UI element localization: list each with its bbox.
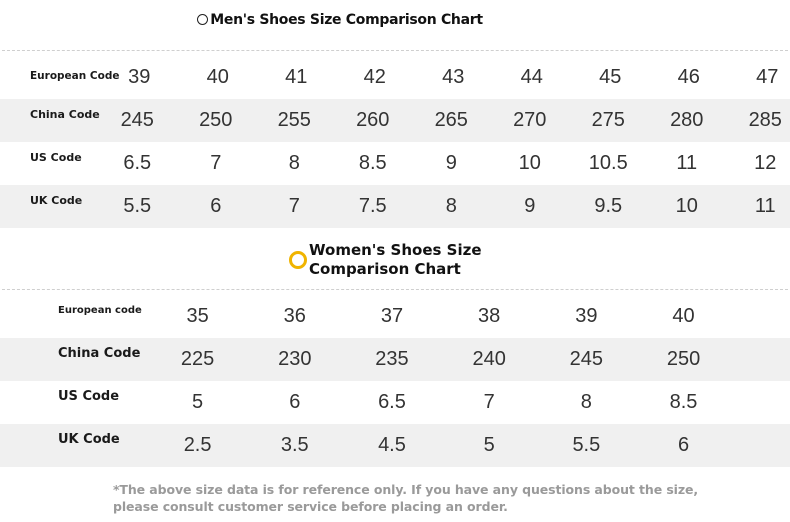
table-cell: 6 xyxy=(677,434,690,456)
table-cell: 39 xyxy=(128,66,151,88)
row-label: China Code xyxy=(30,107,100,121)
table-cell: 5.5 xyxy=(572,434,601,456)
table-cell: 240 xyxy=(472,348,506,370)
table-cell: 11 xyxy=(676,152,698,174)
table-cell: 250 xyxy=(666,348,701,370)
row-label: UK Code xyxy=(58,431,120,447)
table-cell: 6.5 xyxy=(378,391,406,413)
table-row-china: China Code 245 250 255 260 265 270 275 2… xyxy=(0,99,790,142)
table-cell: 9 xyxy=(524,195,536,217)
table-cell: 6 xyxy=(210,195,222,217)
table-cell: 250 xyxy=(199,109,233,131)
table-cell: 245 xyxy=(569,348,604,370)
table-cell: 7 xyxy=(483,391,495,413)
table-cell: 5 xyxy=(483,434,495,456)
table-cell: 10 xyxy=(518,152,541,174)
row-values: 245 250 255 260 265 270 275 280 285 xyxy=(98,109,790,132)
footnote-line1: *The above size data is for reference on… xyxy=(113,482,699,497)
table-cell: 43 xyxy=(442,66,465,88)
men-size-table: European Code 39 40 41 42 43 44 45 46 47… xyxy=(0,56,790,228)
row-values: 39 40 41 42 43 44 45 46 47 xyxy=(100,66,790,89)
table-cell: 47 xyxy=(756,66,779,88)
table-row-us: US Code 5 6 6.5 7 8 8.5 xyxy=(0,381,790,424)
table-cell: 270 xyxy=(513,109,547,131)
table-cell: 265 xyxy=(434,109,468,131)
women-title-line2: Comparison Chart xyxy=(309,260,461,278)
row-label: UK Code xyxy=(30,193,83,207)
table-cell: 2.5 xyxy=(183,434,212,456)
row-values: 2.5 3.5 4.5 5 5.5 6 xyxy=(149,434,732,457)
row-label: European code xyxy=(58,304,142,316)
table-cell: 8.5 xyxy=(669,391,698,413)
table-cell: 5 xyxy=(192,391,204,413)
table-cell: 8 xyxy=(445,195,457,217)
women-size-table: European code 35 36 37 38 39 40 China Co… xyxy=(0,295,790,467)
table-row-european: European code 35 36 37 38 39 40 xyxy=(0,295,790,338)
footnote-line2: please consult customer service before p… xyxy=(113,499,508,514)
row-values: 5.5 6 7 7.5 8 9 9.5 10 11 xyxy=(98,195,790,218)
row-values: 225 230 235 240 245 250 xyxy=(149,348,732,371)
table-cell: 3.5 xyxy=(280,434,309,456)
table-cell: 10.5 xyxy=(588,152,628,174)
table-cell: 7.5 xyxy=(358,195,387,217)
row-values: 35 36 37 38 39 40 xyxy=(149,305,732,328)
table-cell: 8 xyxy=(288,152,300,174)
table-cell: 39 xyxy=(575,305,598,327)
divider xyxy=(2,50,788,51)
table-cell: 4.5 xyxy=(378,434,406,456)
table-cell: 38 xyxy=(478,305,501,327)
table-cell: 37 xyxy=(380,305,404,327)
row-label: US Code xyxy=(58,388,120,404)
table-row-us: US Code 6.5 7 8 8.5 9 10 10.5 11 12 xyxy=(0,142,790,185)
table-cell: 285 xyxy=(748,109,782,131)
table-cell: 280 xyxy=(670,109,704,131)
yellow-ring-icon xyxy=(289,251,307,269)
table-cell: 35 xyxy=(186,305,209,327)
table-cell: 46 xyxy=(677,66,700,88)
table-row-uk: UK Code 2.5 3.5 4.5 5 5.5 6 xyxy=(0,424,790,467)
table-cell: 245 xyxy=(120,109,154,131)
table-cell: 235 xyxy=(375,348,409,370)
table-cell: 41 xyxy=(285,66,308,88)
table-cell: 8.5 xyxy=(358,152,387,174)
men-chart-title: Men's Shoes Size Comparison Chart xyxy=(0,12,680,28)
row-values: 6.5 7 8 8.5 9 10 10.5 11 12 xyxy=(98,152,790,175)
table-row-china: China Code 225 230 235 240 245 250 xyxy=(0,338,790,381)
divider xyxy=(2,289,788,290)
table-cell: 275 xyxy=(591,109,625,131)
table-cell: 7 xyxy=(288,195,300,217)
table-cell: 7 xyxy=(210,152,222,174)
table-cell: 12 xyxy=(754,152,777,174)
table-cell: 8 xyxy=(580,391,592,413)
circle-outline-icon xyxy=(197,14,209,25)
table-cell: 9 xyxy=(445,152,457,174)
table-row-european: European Code 39 40 41 42 43 44 45 46 47 xyxy=(0,56,790,99)
men-chart-title-text: Men's Shoes Size Comparison Chart xyxy=(210,12,483,28)
table-cell: 9.5 xyxy=(594,195,623,217)
table-row-uk: UK Code 5.5 6 7 7.5 8 9 9.5 10 11 xyxy=(0,185,790,228)
women-chart-title: Women's Shoes Size Comparison Chart xyxy=(289,241,482,279)
women-title-line1: Women's Shoes Size xyxy=(309,241,482,259)
table-cell: 40 xyxy=(672,305,695,327)
row-values: 5 6 6.5 7 8 8.5 xyxy=(149,391,732,414)
table-cell: 11 xyxy=(754,195,776,217)
table-cell: 45 xyxy=(599,66,622,88)
table-cell: 40 xyxy=(206,66,229,88)
table-cell: 230 xyxy=(278,348,312,370)
table-cell: 225 xyxy=(180,348,215,370)
row-label: US Code xyxy=(30,150,82,164)
women-chart-title-text: Women's Shoes Size Comparison Chart xyxy=(309,241,482,279)
table-cell: 5.5 xyxy=(123,195,152,217)
table-cell: 255 xyxy=(277,109,311,131)
table-cell: 10 xyxy=(675,195,698,217)
table-cell: 6 xyxy=(289,391,301,413)
table-cell: 42 xyxy=(363,66,386,88)
table-cell: 6.5 xyxy=(123,152,152,174)
table-cell: 44 xyxy=(520,66,543,88)
row-label: European Code xyxy=(30,70,120,83)
footnote: *The above size data is for reference on… xyxy=(113,481,698,515)
table-cell: 260 xyxy=(356,109,390,131)
row-label: China Code xyxy=(58,345,141,361)
table-cell: 36 xyxy=(283,305,306,327)
